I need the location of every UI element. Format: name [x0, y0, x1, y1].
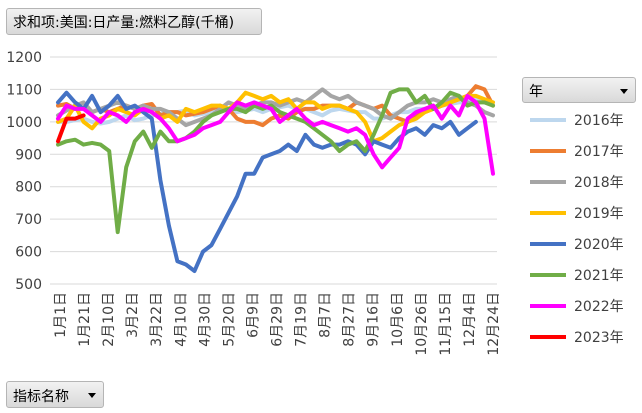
legend-header-label: 年 — [529, 84, 543, 100]
x-tick-label: 3月2日 — [125, 292, 141, 338]
x-tick-label: 1月1日 — [53, 292, 69, 338]
y-tick-label: 1000 — [6, 115, 42, 131]
x-tick-label: 1月21日 — [77, 292, 93, 347]
y-tick-label: 500 — [15, 277, 42, 293]
y-tick-label: 700 — [15, 212, 42, 228]
x-tick-label: 4月10日 — [173, 292, 189, 347]
x-tick-label: 10月26日 — [414, 292, 430, 356]
chevron-down-icon[interactable] — [620, 89, 628, 94]
legend: 2016年 2017年 2018年 2019年 2020年 2021年 2022年 2023年 — [530, 113, 624, 346]
y-tick-label: 1200 — [6, 50, 42, 66]
gridlines — [50, 56, 497, 285]
x-tick-label: 10月6日 — [390, 292, 406, 347]
y-axis: 500 600 700 800 900 1000 1100 1200 — [6, 50, 42, 293]
x-tick-label: 9月16日 — [366, 292, 382, 347]
x-tick-label: 8月27日 — [342, 292, 358, 347]
indicator-name-filter-button[interactable]: 指标名称 — [6, 381, 104, 408]
legend-entry[interactable]: 2016年 — [574, 113, 624, 129]
x-tick-label: 4月30日 — [197, 292, 213, 347]
x-tick-label: 6月9日 — [245, 292, 261, 338]
x-tick-label: 2月10日 — [101, 292, 117, 347]
y-tick-label: 600 — [15, 245, 42, 261]
x-tick-label: 5月20日 — [221, 292, 237, 347]
legend-entry[interactable]: 2017年 — [574, 144, 624, 160]
x-axis: 1月1日 1月21日 2月10日 3月2日 3月22日 4月10日 4月30日 5月20日 6月… — [53, 292, 502, 356]
series-lines — [56, 84, 495, 273]
series-line-3 — [56, 90, 495, 144]
series-line-5 — [56, 87, 495, 235]
x-tick-label: 12月4日 — [462, 292, 478, 347]
value-field-button[interactable]: 求和项:美国:日产量:燃料乙醇(千桶) — [6, 8, 262, 35]
legend-year-dropdown[interactable]: 年 — [522, 77, 636, 103]
x-tick-label: 3月22日 — [149, 292, 165, 347]
x-tick-label: 7月19日 — [294, 292, 310, 347]
x-tick-label: 11月15日 — [438, 292, 454, 356]
legend-entry[interactable]: 2021年 — [574, 268, 624, 284]
legend-entry[interactable]: 2019年 — [574, 206, 624, 222]
y-tick-label: 1100 — [6, 82, 42, 98]
legend-entry[interactable]: 2018年 — [574, 175, 624, 191]
legend-entry[interactable]: 2023年 — [574, 330, 624, 346]
series-line-4 — [56, 90, 478, 273]
legend-entry[interactable]: 2022年 — [574, 299, 624, 315]
x-tick-label: 12月24日 — [486, 292, 502, 356]
series-line-7 — [56, 113, 86, 144]
legend-entry[interactable]: 2020年 — [574, 237, 624, 253]
y-tick-label: 900 — [15, 147, 42, 163]
filter-label: 指标名称 — [13, 389, 69, 405]
y-tick-label: 800 — [15, 180, 42, 196]
chevron-down-icon[interactable] — [88, 393, 96, 398]
value-field-label: 求和项:美国:日产量:燃料乙醇(千桶) — [13, 15, 235, 31]
x-tick-label: 8月7日 — [318, 292, 334, 338]
series-line-6 — [56, 93, 495, 176]
x-tick-label: 6月29日 — [270, 292, 286, 347]
